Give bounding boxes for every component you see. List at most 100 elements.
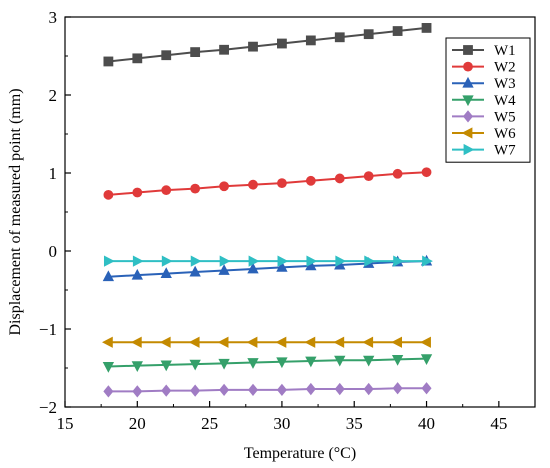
data-point xyxy=(217,336,229,348)
data-point xyxy=(219,181,229,192)
series-w5 xyxy=(103,382,432,398)
data-point xyxy=(334,173,345,184)
data-point xyxy=(219,383,230,396)
data-point xyxy=(306,255,318,267)
data-point xyxy=(102,336,113,348)
legend-swatch-marker xyxy=(463,45,473,55)
data-point xyxy=(362,336,374,348)
x-tick-label: 30 xyxy=(273,414,290,433)
data-point xyxy=(247,262,259,274)
data-point xyxy=(421,382,432,395)
data-point xyxy=(391,336,403,348)
data-point xyxy=(276,261,288,272)
series-w7 xyxy=(103,255,433,267)
data-point xyxy=(305,382,316,396)
data-point xyxy=(132,187,143,198)
data-point xyxy=(277,38,287,49)
data-point xyxy=(305,35,316,46)
data-point xyxy=(420,354,433,365)
data-point xyxy=(363,355,375,367)
data-point xyxy=(159,336,171,348)
data-point xyxy=(190,47,201,57)
data-point xyxy=(421,167,432,178)
series-w6 xyxy=(102,336,431,348)
legend-swatch-marker xyxy=(463,61,473,72)
data-point xyxy=(363,382,374,396)
data-point xyxy=(103,56,114,67)
legend-label: W6 xyxy=(494,126,516,142)
data-point xyxy=(190,384,201,397)
y-tick-label: 3 xyxy=(49,8,58,27)
data-point xyxy=(219,255,231,267)
data-point xyxy=(392,168,403,179)
data-point xyxy=(334,382,345,396)
data-point xyxy=(131,361,143,373)
x-tick-label: 45 xyxy=(490,414,507,433)
data-point xyxy=(422,255,433,267)
series-line xyxy=(108,260,427,278)
series-w1 xyxy=(103,23,432,67)
data-point xyxy=(189,359,201,371)
x-axis-title: Temperature (°C) xyxy=(244,445,356,462)
data-point xyxy=(276,383,287,396)
data-point xyxy=(334,355,346,367)
data-point xyxy=(160,360,172,372)
data-point xyxy=(248,41,258,52)
data-point xyxy=(420,336,431,348)
series-line xyxy=(108,357,427,368)
data-point xyxy=(103,255,115,267)
legend-label: W4 xyxy=(494,93,516,109)
data-point xyxy=(190,255,202,267)
data-point xyxy=(391,355,404,366)
data-point xyxy=(102,270,115,282)
data-point xyxy=(161,255,173,267)
legend-label: W7 xyxy=(494,143,516,159)
data-point xyxy=(246,336,258,348)
x-tick-label: 20 xyxy=(129,414,146,433)
y-tick-label: −1 xyxy=(39,320,57,339)
data-point xyxy=(363,171,374,182)
data-point xyxy=(248,255,260,267)
data-point xyxy=(132,53,143,64)
series-w3 xyxy=(102,254,433,282)
data-point xyxy=(276,357,288,369)
y-tick-label: 0 xyxy=(49,242,58,261)
data-point xyxy=(277,255,289,267)
data-point xyxy=(131,268,143,280)
x-tick-label: 40 xyxy=(418,414,435,433)
x-tick-label: 15 xyxy=(57,414,74,433)
y-tick-label: 2 xyxy=(49,86,58,105)
data-point xyxy=(132,385,143,398)
data-point xyxy=(304,336,316,348)
data-point xyxy=(103,189,114,200)
data-point xyxy=(218,264,230,275)
legend-label: W1 xyxy=(494,43,516,59)
data-point xyxy=(161,50,172,61)
data-point xyxy=(335,255,347,267)
data-point xyxy=(305,356,317,368)
data-point xyxy=(305,175,316,186)
data-point xyxy=(364,255,376,267)
x-tick-label: 25 xyxy=(201,414,218,433)
data-point xyxy=(219,44,229,55)
y-tick-label: 1 xyxy=(49,164,58,183)
data-point xyxy=(421,23,432,33)
data-point xyxy=(160,267,172,279)
data-point xyxy=(247,358,259,369)
data-point xyxy=(190,183,201,194)
series-w2 xyxy=(103,167,432,200)
data-point xyxy=(333,336,345,348)
data-point xyxy=(188,336,200,348)
data-point xyxy=(161,185,172,196)
data-point xyxy=(218,358,230,370)
legend-swatch-marker xyxy=(461,127,473,139)
y-tick-label: −2 xyxy=(39,398,57,417)
legend-label: W5 xyxy=(494,109,516,125)
data-point xyxy=(363,29,374,40)
series-w4 xyxy=(102,354,433,373)
data-point xyxy=(275,336,287,348)
legend-label: W3 xyxy=(494,76,516,92)
data-point xyxy=(393,255,404,267)
